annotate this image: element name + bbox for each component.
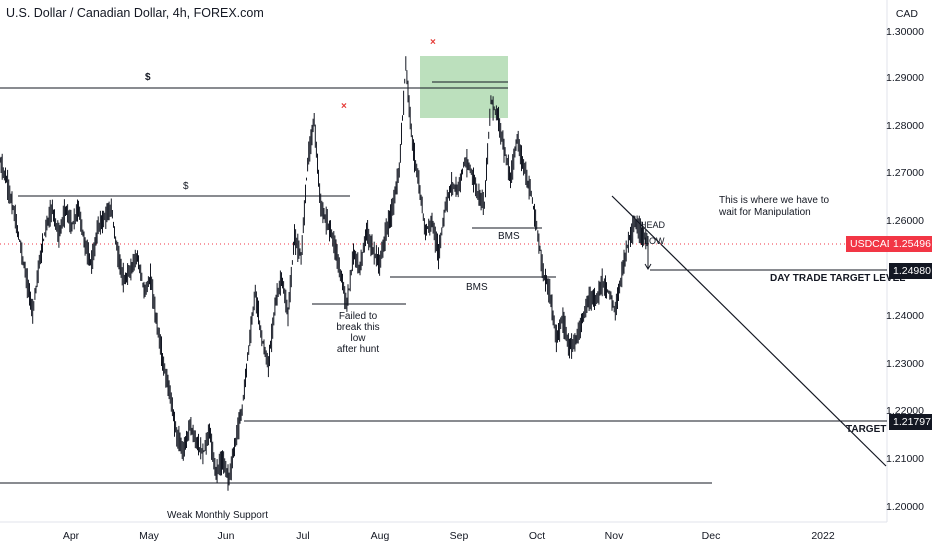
price-series bbox=[0, 56, 648, 491]
price-tick: 1.28000 bbox=[886, 120, 924, 132]
currency-label: CAD bbox=[895, 8, 918, 20]
weak-support-label: Weak Monthly Support bbox=[167, 510, 268, 521]
chart-title: U.S. Dollar / Canadian Dollar, 4h, FOREX… bbox=[6, 6, 264, 20]
price-tick: 1.23000 bbox=[886, 358, 924, 370]
target-badge: 1.21797 bbox=[889, 414, 932, 430]
time-tick: Oct bbox=[528, 530, 546, 542]
day-trade-target-badge: 1.24980 bbox=[889, 263, 932, 279]
liquidity-symbol-top: $ bbox=[145, 72, 151, 83]
time-tick: Nov bbox=[604, 530, 624, 542]
time-tick: 2022 bbox=[811, 530, 835, 542]
failed-low-note: Failed to break this low after hunt bbox=[336, 311, 380, 355]
price-tick: 1.30000 bbox=[886, 26, 924, 38]
price-tick: 1.27000 bbox=[886, 167, 924, 179]
manipulation-note-line1: This is where we have to bbox=[719, 195, 830, 206]
time-tick: Dec bbox=[701, 530, 721, 542]
day-trade-target-label: DAY TRADE TARGET LEVEL bbox=[770, 273, 906, 284]
x-marker-icon: × bbox=[430, 37, 436, 48]
price-tick: 1.21000 bbox=[886, 453, 924, 465]
price-tick: 1.24000 bbox=[886, 310, 924, 322]
time-tick: Sep bbox=[449, 530, 469, 542]
head-label: HEAD bbox=[640, 220, 666, 230]
time-tick: Jun bbox=[217, 530, 235, 542]
time-tick: May bbox=[139, 530, 159, 542]
price-tick: 1.20000 bbox=[886, 501, 924, 513]
time-tick: Apr bbox=[62, 530, 80, 542]
bms-label-upper: BMS bbox=[498, 231, 520, 242]
current-price-badge: 1.25496 bbox=[889, 236, 932, 252]
manipulation-note-line2: wait for Manipulation bbox=[719, 207, 811, 218]
trend-line[interactable] bbox=[611, 195, 887, 467]
target-label: TARGET bbox=[846, 424, 887, 435]
low-label: LOW bbox=[644, 236, 665, 246]
x-marker-icon: × bbox=[341, 101, 347, 112]
price-tick: 1.29000 bbox=[886, 72, 924, 84]
bms-label-lower: BMS bbox=[466, 282, 488, 293]
price-tick: 1.26000 bbox=[886, 215, 924, 227]
time-tick: Jul bbox=[296, 530, 310, 542]
supply-zone-box[interactable] bbox=[420, 56, 508, 118]
time-tick: Aug bbox=[370, 530, 390, 542]
projection-arrow-head bbox=[644, 263, 652, 270]
symbol-badge: USDCAD bbox=[846, 236, 899, 252]
liquidity-symbol-mid: $ bbox=[183, 181, 189, 192]
